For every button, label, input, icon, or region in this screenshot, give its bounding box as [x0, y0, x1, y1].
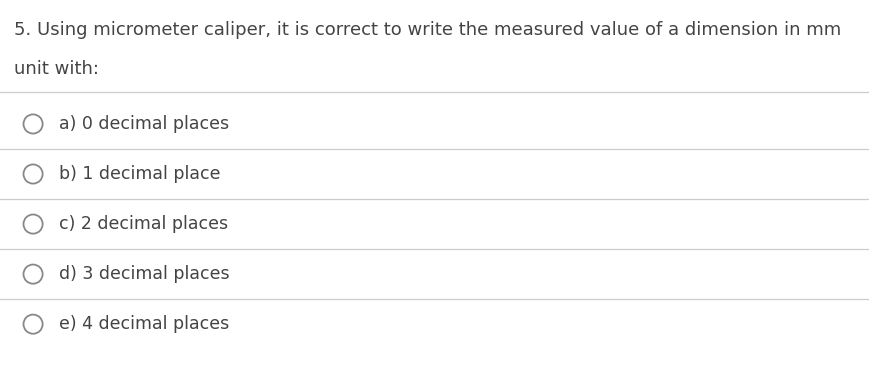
Text: b) 1 decimal place: b) 1 decimal place: [59, 165, 221, 183]
Text: 5. Using micrometer caliper, it is correct to write the measured value of a dime: 5. Using micrometer caliper, it is corre…: [14, 21, 840, 39]
Text: unit with:: unit with:: [14, 60, 99, 78]
Text: a) 0 decimal places: a) 0 decimal places: [59, 115, 229, 133]
Text: c) 2 decimal places: c) 2 decimal places: [59, 215, 228, 233]
Text: e) 4 decimal places: e) 4 decimal places: [59, 315, 229, 333]
Text: d) 3 decimal places: d) 3 decimal places: [59, 265, 229, 283]
